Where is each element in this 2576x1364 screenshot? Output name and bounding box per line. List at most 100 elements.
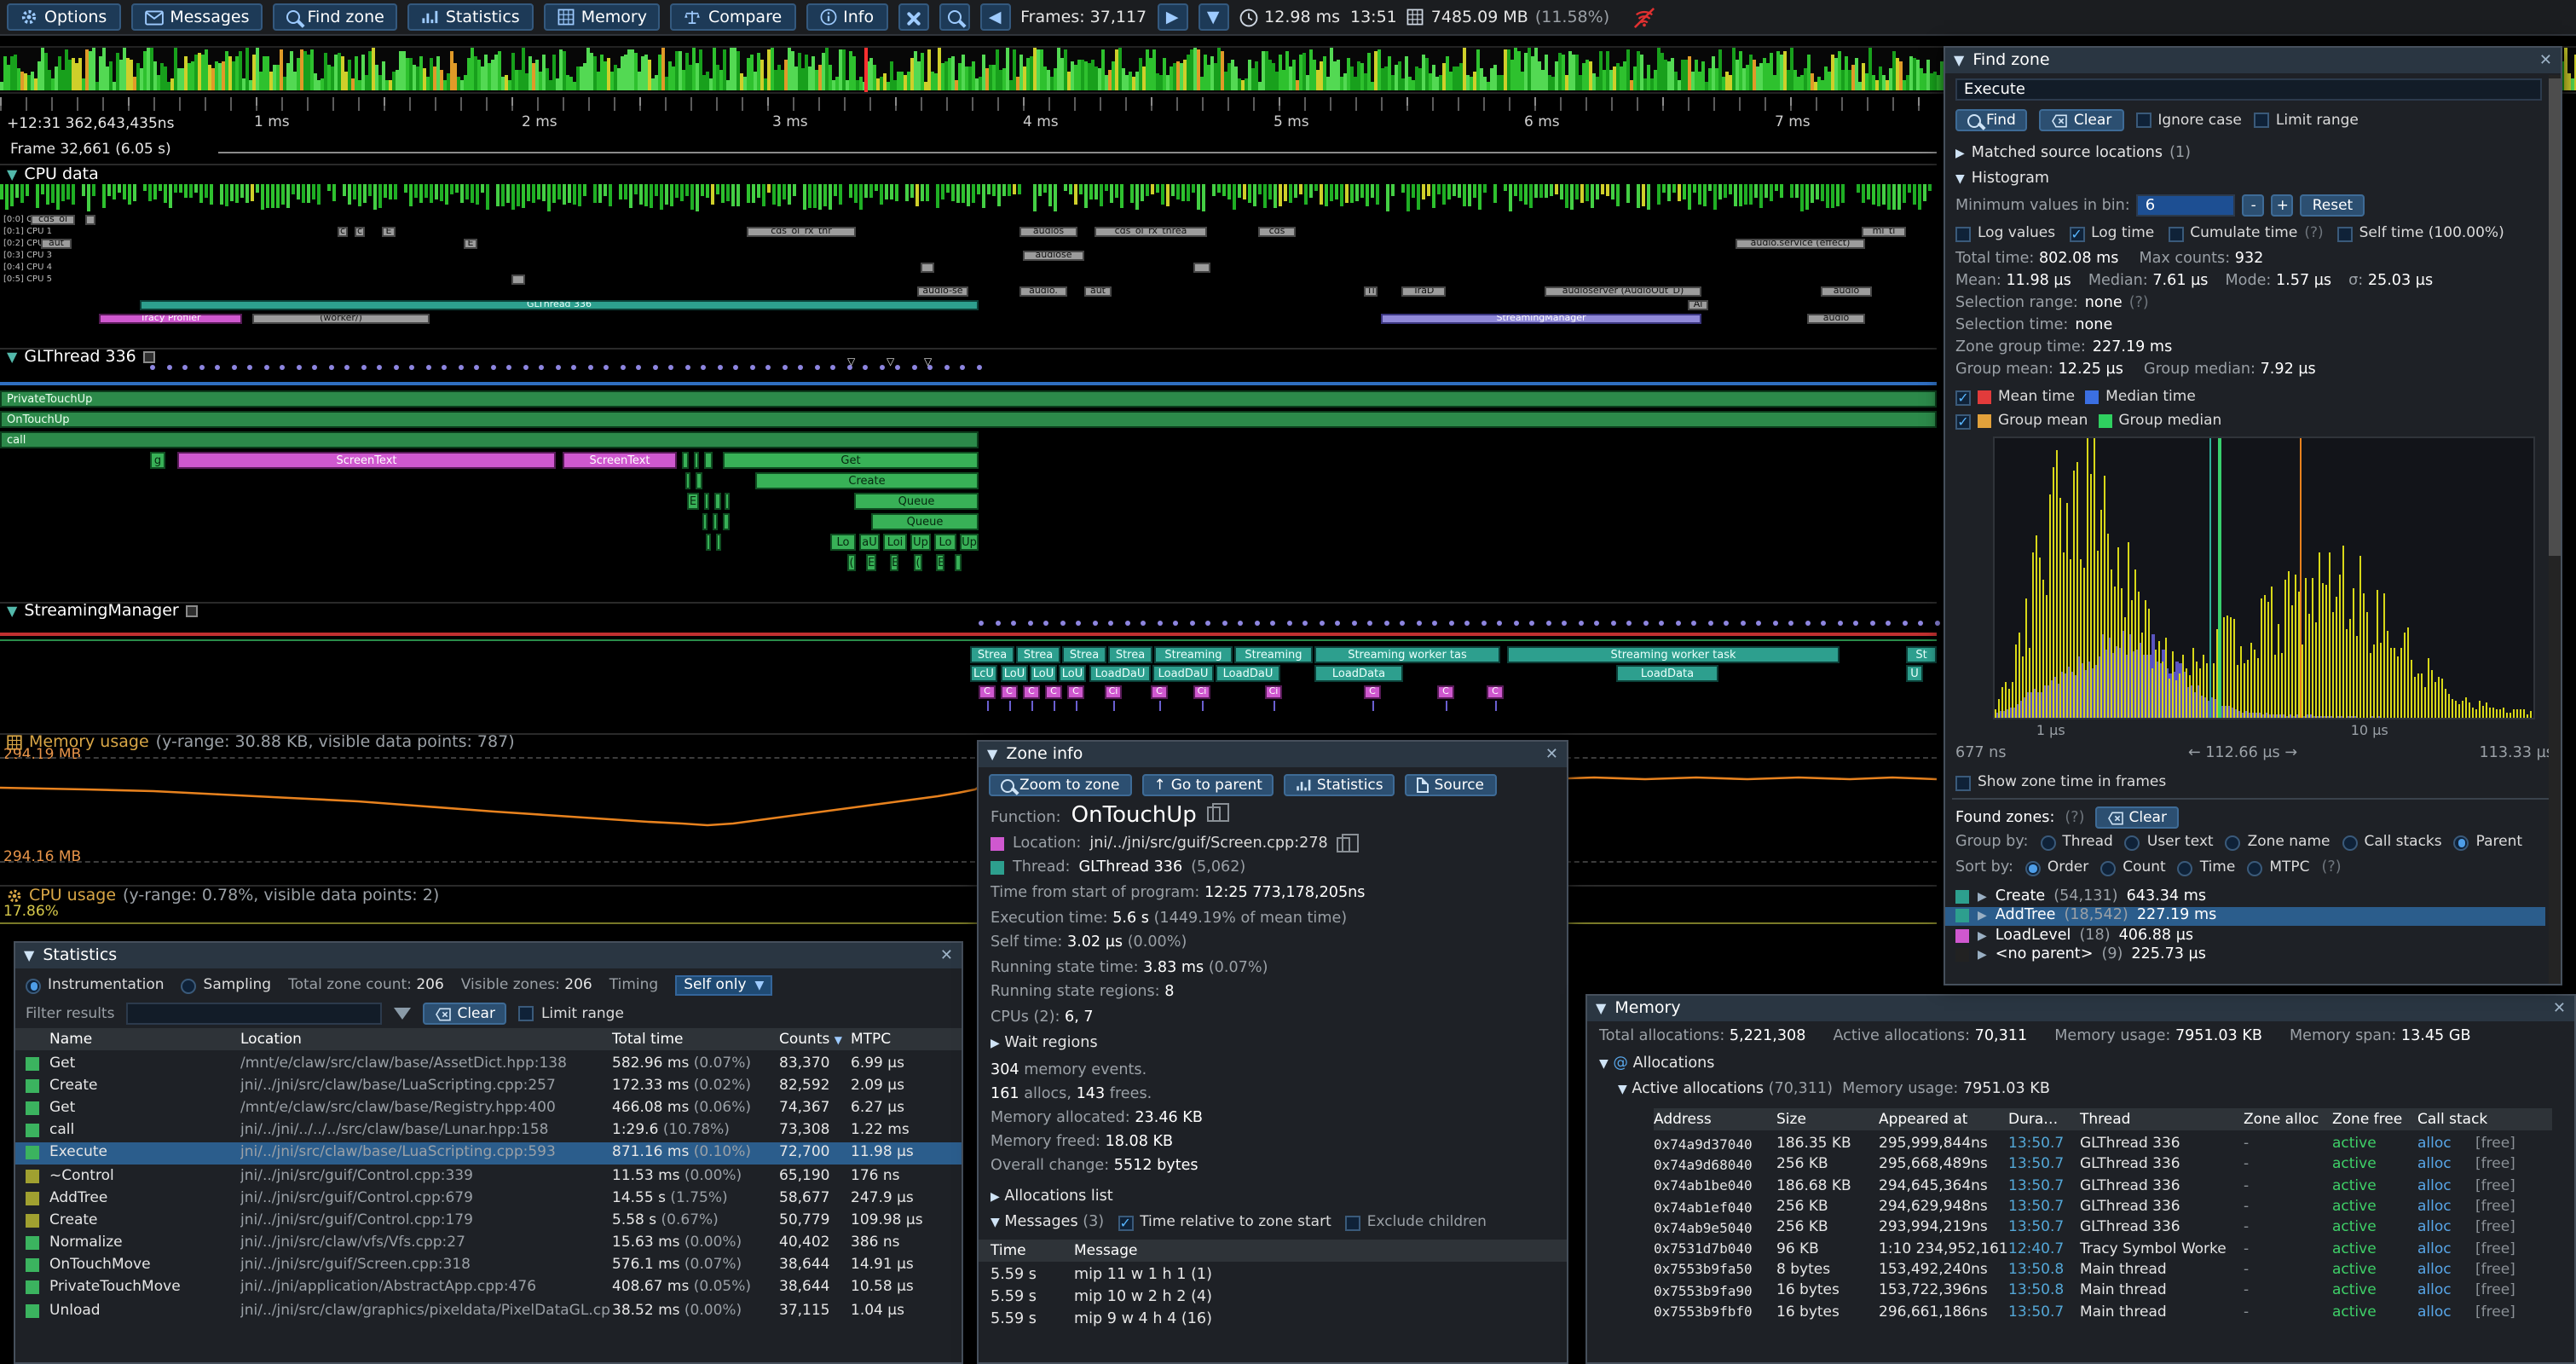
timeline-zone[interactable]: U — [1906, 665, 1923, 682]
timeline-zone[interactable]: LoU — [1030, 665, 1057, 682]
timeline-zone[interactable] — [706, 534, 711, 551]
wait-regions-toggle[interactable]: ▶ Wait regions — [991, 1035, 1098, 1052]
time-relative-checkbox[interactable]: Time relative to zone start — [1118, 1214, 1331, 1231]
cpu-zone[interactable]: audiose — [1023, 251, 1084, 261]
allocation-row[interactable]: 0x74a9d37040 186.35 KB 295,999,844ns 13:… — [1654, 1136, 2515, 1153]
timeline-zone[interactable]: aU — [859, 534, 880, 551]
timeline-zone[interactable]: LoadData — [1314, 665, 1403, 682]
memory-table-header[interactable]: Address Size Appeared at Dura… Thread Zo… — [1654, 1108, 2552, 1130]
allocation-row[interactable]: 0x74ab1ef040 256 KB 294,629,948ns 13:50.… — [1654, 1199, 2515, 1217]
memory-button[interactable]: Memory — [543, 3, 661, 31]
group-by-radio[interactable]: Call stacks — [2342, 834, 2442, 851]
timeline-zone[interactable]: LoadDaU — [1089, 665, 1151, 682]
timeline-zone[interactable]: Up — [910, 534, 931, 551]
statistics-table-header[interactable]: Name Location Total time Counts ▼ MTPC — [15, 1028, 962, 1050]
prev-frame-button[interactable]: ◀ — [979, 3, 1011, 31]
sampling-radio[interactable]: Sampling — [181, 977, 271, 994]
close-icon[interactable]: ✕ — [2552, 1000, 2566, 1017]
table-row[interactable]: AddTree jni/../jni/src/guif/Control.cpp:… — [15, 1187, 962, 1209]
allocations-list-toggle[interactable]: ▶ Allocations list — [991, 1188, 1113, 1205]
limit-range-checkbox[interactable]: Limit range — [518, 1005, 624, 1022]
timeline-zone[interactable]: Queue — [854, 493, 979, 510]
timeline-zone[interactable]: LoU — [1001, 665, 1028, 682]
find-zone-titlebar[interactable]: ▼ Find zone ✕ — [1945, 48, 2561, 73]
table-row[interactable]: Normalize jni/../jni/src/claw/vfs/Vfs.cp… — [15, 1232, 962, 1254]
allocations-toggle[interactable]: ▼ @ Allocations — [1599, 1055, 1715, 1072]
allocation-row[interactable]: 0x7553b9fa90 16 bytes 153,722,396ns 13:5… — [1654, 1282, 2515, 1300]
timeline-zone[interactable]: ScreenText — [177, 452, 556, 469]
timeline-zone[interactable] — [955, 554, 962, 571]
cpu-zone[interactable]: mi_ti — [1862, 227, 1906, 237]
sort-by-radio[interactable]: Count — [2100, 859, 2166, 876]
log-time-checkbox[interactable]: Log time — [2069, 225, 2154, 242]
limit-range-checkbox[interactable]: Limit range — [2253, 112, 2359, 129]
funnel-icon[interactable] — [394, 1008, 412, 1020]
event-marker-icon[interactable]: ▽ — [847, 356, 856, 368]
increment-button[interactable]: + — [2271, 194, 2294, 217]
cpu-zone[interactable]: audios — [1019, 227, 1077, 237]
message-mark[interactable]: Ci — [1265, 685, 1282, 711]
timeline-zone[interactable] — [696, 472, 702, 489]
table-row[interactable]: PrivateTouchMove jni/../jni/application/… — [15, 1277, 962, 1299]
timeline-zone[interactable]: Queue — [871, 513, 979, 530]
table-row[interactable]: Get /mnt/e/claw/src/claw/base/AssetDict.… — [15, 1052, 962, 1074]
table-row[interactable]: ~Control jni/../jni/src/guif/Control.cpp… — [15, 1165, 962, 1187]
allocation-row[interactable]: 0x74ab9e5040 256 KB 293,994,219ns 13:50.… — [1654, 1219, 2515, 1237]
options-button[interactable]: Options — [7, 3, 121, 31]
sort-by-radio[interactable]: Order — [2024, 859, 2088, 876]
clear-found-button[interactable]: Clear — [2094, 806, 2179, 829]
cpu-zone[interactable]: cds_ol_rx_threa — [1095, 227, 1207, 237]
close-icon[interactable]: ✕ — [2538, 52, 2552, 69]
allocation-row[interactable]: 0x7553b9fbf0 16 bytes 296,661,186ns 13:5… — [1654, 1303, 2515, 1321]
close-icon[interactable]: ✕ — [939, 947, 953, 964]
cpu-zone[interactable]: audioserver (AudioOut_D) — [1545, 286, 1701, 297]
timeline-zone[interactable]: Strea — [1016, 646, 1060, 663]
timeline-zone[interactable]: LoadData — [1616, 665, 1718, 682]
group-by-radio[interactable]: Parent — [2453, 834, 2522, 851]
cpu-zone[interactable]: Ti — [1364, 286, 1378, 297]
timeline-zone[interactable]: Get — [723, 452, 979, 469]
group-by-radio[interactable]: Zone name — [2225, 834, 2331, 851]
timeline-zone[interactable] — [714, 493, 721, 510]
cpu-zone[interactable]: cds_ol_rx_thr — [747, 227, 856, 237]
timeline-zone[interactable] — [704, 452, 713, 469]
cpu-zone[interactable] — [921, 263, 934, 273]
timeline-zone[interactable]: LoU — [1059, 665, 1086, 682]
table-row[interactable]: Execute jni/../jni/src/claw/base/LuaScri… — [15, 1141, 962, 1165]
message-mark[interactable]: C — [1487, 685, 1504, 711]
timeline-zone[interactable]: Create — [755, 472, 979, 489]
streaming-section-header[interactable]: ▼ StreamingManager — [7, 602, 198, 621]
timeline-zone[interactable]: Loi — [883, 534, 907, 551]
timeline-zone[interactable] — [716, 534, 721, 551]
statistics-button[interactable]: Statistics — [407, 3, 534, 31]
group-by-radio[interactable]: User text — [2124, 834, 2214, 851]
cpu-zone[interactable]: (worker/) — [252, 314, 430, 324]
glthread-section-header[interactable]: ▼ GLThread 336 — [7, 348, 155, 367]
min-bin-input[interactable]: 6 — [2136, 194, 2236, 217]
timeline-zone[interactable] — [694, 452, 699, 469]
timing-dropdown[interactable]: Self only ▼ — [675, 975, 773, 996]
table-row[interactable]: Get /mnt/e/claw/src/claw/base/Registry.h… — [15, 1097, 962, 1119]
allocation-row[interactable]: 0x7531d7b040 96 KB 1:10 234,952,161 12:4… — [1654, 1240, 2515, 1258]
message-row[interactable]: 5.59 s mip 11 w 1 h 1 (1) — [991, 1266, 1212, 1283]
expand-icon[interactable]: ▶ — [1978, 928, 1987, 943]
memory-usage-plot[interactable] — [0, 745, 1937, 864]
show-zone-time-checkbox[interactable]: Show zone time in frames — [1955, 774, 2166, 791]
timeline-zone[interactable] — [713, 513, 718, 530]
timeline-zone[interactable]: Streaming — [1234, 646, 1313, 663]
timeline-zone[interactable]: ( — [914, 554, 922, 571]
message-mark[interactable]: C — [1437, 685, 1454, 711]
timeline-zone[interactable]: Strea — [1108, 646, 1152, 663]
group-mean-checkbox[interactable]: Group mean — [1955, 413, 2088, 430]
timeline-zone[interactable] — [682, 452, 689, 469]
table-row[interactable]: Create jni/../jni/src/guif/Control.cpp:1… — [15, 1210, 962, 1232]
message-mark[interactable]: C — [1023, 685, 1040, 711]
log-values-checkbox[interactable]: Log values — [1955, 225, 2055, 242]
sort-by-radio[interactable]: Time — [2177, 859, 2235, 876]
timeline-zone[interactable]: Strea — [1062, 646, 1106, 663]
matched-locations-toggle[interactable]: ▶ Matched source locations (1) — [1955, 145, 2191, 162]
cpu-zone[interactable]: aut — [1084, 286, 1112, 297]
find-button[interactable]: Find — [1955, 109, 2028, 131]
ignore-case-checkbox[interactable]: Ignore case — [2135, 112, 2242, 129]
cpu-zone[interactable]: TraD — [1401, 286, 1446, 297]
